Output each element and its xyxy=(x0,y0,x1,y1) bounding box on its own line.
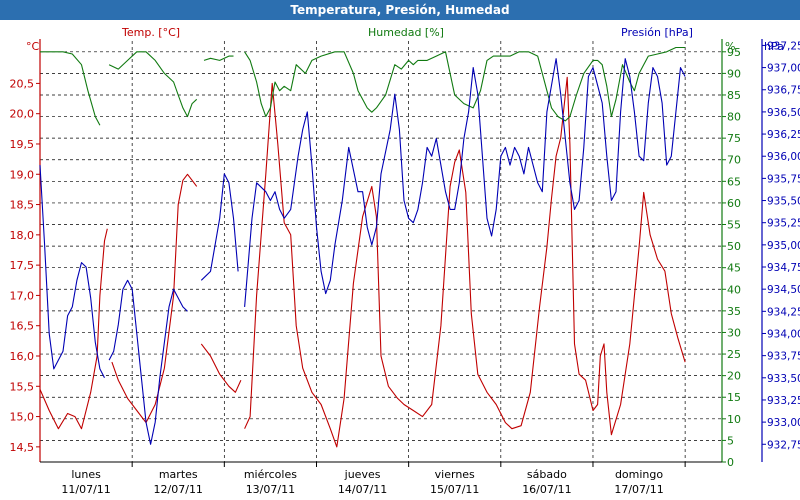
temp-tick-label: 16,0 xyxy=(10,350,35,363)
x-day-label: viernes xyxy=(435,468,475,481)
hum-series-line xyxy=(203,55,234,61)
x-date-label: 16/07/11 xyxy=(522,483,571,496)
humidity-tick-label: 85 xyxy=(727,89,741,102)
x-date-label: 12/07/11 xyxy=(154,483,203,496)
humidity-tick-label: 10 xyxy=(727,413,741,426)
humidity-tick-label: 50 xyxy=(727,240,741,253)
pressure-tick-label: 934,25 xyxy=(767,306,800,318)
pressure-tick-label: 937,00 xyxy=(767,63,800,75)
pressure-tick-label: 933,00 xyxy=(767,417,800,429)
series-lines xyxy=(39,46,686,448)
humidity-tick-label: 70 xyxy=(727,154,741,167)
hum-series-line xyxy=(108,51,198,118)
temp-tick-label: 19,0 xyxy=(10,168,35,181)
humidity-tick-label: 5 xyxy=(727,434,734,447)
hum-series-line xyxy=(244,46,686,122)
pressure-tick-label: 933,75 xyxy=(767,351,800,363)
humidity-tick-label: 60 xyxy=(727,197,741,210)
grid xyxy=(40,41,722,463)
pressure-tick-label: 935,75 xyxy=(767,173,800,185)
pressure-tick-label: 932,75 xyxy=(767,439,800,451)
x-day-label: jueves xyxy=(344,468,381,481)
pressure-tick-label: 937,25 xyxy=(767,40,800,52)
temp-tick-label: 17,5 xyxy=(10,259,35,272)
pressure-tick-label: 936,25 xyxy=(767,129,800,141)
x-date-label: 14/07/11 xyxy=(338,483,387,496)
pres-series-line xyxy=(244,58,686,307)
humidity-tick-label: 15 xyxy=(727,391,741,404)
x-day-label: domingo xyxy=(615,468,663,481)
humidity-tick-label: 20 xyxy=(727,370,741,383)
x-date-label: 11/07/11 xyxy=(61,483,110,496)
humidity-tick-label: 55 xyxy=(727,219,741,232)
hum-series-line xyxy=(40,51,101,126)
x-date-label: 15/07/11 xyxy=(430,483,479,496)
labels: 20,5 20,0 19,5 19,0 18,5 18,0 17,5 17,0 16,5 16,0… xyxy=(10,26,800,496)
temp-series-line xyxy=(200,343,242,393)
x-day-label: lunes xyxy=(71,468,101,481)
temp-tick-label: 20,0 xyxy=(10,108,35,121)
pressure-tick-label: 935,50 xyxy=(767,196,800,208)
humidity-tick-label: 90 xyxy=(727,67,741,80)
humidity-unit-label: % xyxy=(725,40,735,53)
axes xyxy=(36,39,766,467)
x-date-label: 13/07/11 xyxy=(246,483,295,496)
humidity-tick-label: 0 xyxy=(727,456,734,469)
temp-tick-label: 18,5 xyxy=(10,199,35,212)
temp-series-line xyxy=(111,173,198,424)
pressure-tick-label: 933,25 xyxy=(767,395,800,407)
pressure-tick-label: 934,75 xyxy=(767,262,800,274)
pressure-tick-label: 934,00 xyxy=(767,328,800,340)
pressure-axis-title: Presión [hPa] xyxy=(621,26,693,39)
chart-title: Temperatura, Presión, Humedad xyxy=(0,0,800,20)
humidity-tick-label: 65 xyxy=(727,175,741,188)
humidity-tick-label: 95 xyxy=(727,46,741,59)
x-date-label: 17/07/11 xyxy=(614,483,663,496)
pressure-tick-label: 933,50 xyxy=(767,373,800,385)
pressure-tick-label: 936,50 xyxy=(767,107,800,119)
humidity-tick-label: 35 xyxy=(727,305,741,318)
x-day-label: martes xyxy=(159,468,198,481)
temp-tick-label: 17,0 xyxy=(10,289,35,302)
pres-series-line xyxy=(108,279,188,445)
humidity-axis-title: Humedad [%] xyxy=(368,26,444,39)
temp-axis-title: Temp. [°C] xyxy=(121,26,180,39)
temp-tick-label: 19,5 xyxy=(10,138,35,151)
x-day-label: sábado xyxy=(527,468,567,481)
temp-tick-label: 18,0 xyxy=(10,229,35,242)
pres-series-line xyxy=(39,165,105,379)
humidity-tick-label: 25 xyxy=(727,348,741,361)
humidity-tick-label: 40 xyxy=(727,283,741,296)
pressure-tick-label: 935,25 xyxy=(767,218,800,230)
pressure-unit-label: hPa xyxy=(764,40,784,53)
humidity-tick-label: 80 xyxy=(727,111,741,124)
pressure-tick-label: 934,50 xyxy=(767,284,800,296)
temp-unit-label: °C xyxy=(26,40,40,53)
pressure-tick-label: 936,75 xyxy=(767,85,800,97)
temp-tick-label: 16,5 xyxy=(10,320,35,333)
pressure-tick-label: 935,00 xyxy=(767,240,800,252)
x-day-label: miércoles xyxy=(244,468,297,481)
humidity-tick-label: 75 xyxy=(727,132,741,145)
temp-tick-label: 20,5 xyxy=(10,77,35,90)
temp-series-line xyxy=(39,228,108,430)
humidity-tick-label: 45 xyxy=(727,262,741,275)
temp-tick-label: 15,0 xyxy=(10,411,35,424)
temp-tick-label: 14,5 xyxy=(10,441,35,454)
pres-series-line xyxy=(200,173,239,281)
temp-tick-label: 15,5 xyxy=(10,380,35,393)
pressure-tick-label: 936,00 xyxy=(767,151,800,163)
humidity-tick-label: 30 xyxy=(727,326,741,339)
temp-series-line xyxy=(244,76,686,448)
